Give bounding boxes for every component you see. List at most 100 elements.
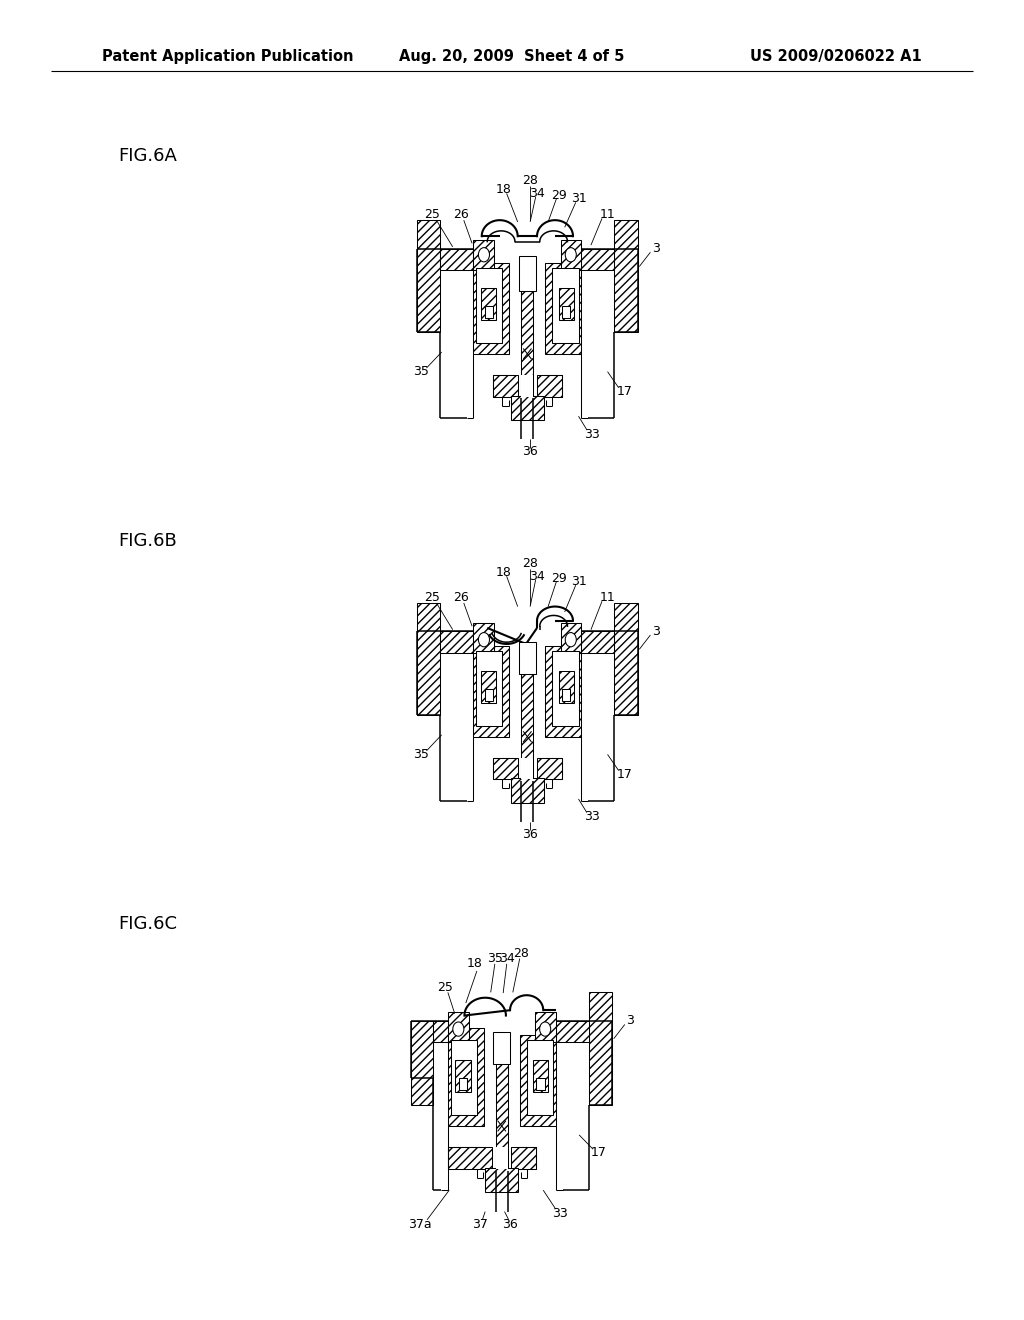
Text: 33: 33 bbox=[585, 428, 600, 441]
Bar bbox=[459, 1078, 467, 1090]
Bar bbox=[614, 603, 638, 715]
Bar bbox=[451, 1040, 477, 1115]
Bar bbox=[546, 645, 582, 737]
Bar bbox=[494, 1032, 510, 1064]
Bar bbox=[589, 993, 612, 1105]
Bar bbox=[535, 1012, 556, 1043]
Text: 3: 3 bbox=[652, 242, 659, 255]
Text: 17: 17 bbox=[616, 384, 632, 397]
Bar bbox=[440, 631, 473, 653]
Text: US 2009/0206022 A1: US 2009/0206022 A1 bbox=[750, 49, 922, 65]
Text: 29: 29 bbox=[551, 572, 567, 585]
Bar bbox=[537, 375, 562, 396]
Text: 36: 36 bbox=[522, 828, 538, 841]
Bar bbox=[552, 268, 579, 343]
Circle shape bbox=[565, 632, 577, 647]
Text: FIG.6C: FIG.6C bbox=[118, 915, 177, 933]
Text: 11: 11 bbox=[600, 209, 615, 222]
Text: 25: 25 bbox=[424, 591, 440, 605]
Bar bbox=[520, 1035, 556, 1126]
Bar bbox=[473, 240, 495, 271]
Text: 3: 3 bbox=[652, 624, 659, 638]
Text: Aug. 20, 2009  Sheet 4 of 5: Aug. 20, 2009 Sheet 4 of 5 bbox=[399, 49, 625, 65]
Bar bbox=[511, 396, 544, 420]
Circle shape bbox=[478, 632, 489, 647]
Bar bbox=[582, 248, 614, 271]
Text: 29: 29 bbox=[551, 189, 567, 202]
Text: 35: 35 bbox=[413, 366, 429, 378]
Text: Patent Application Publication: Patent Application Publication bbox=[102, 49, 354, 65]
Text: 34: 34 bbox=[500, 952, 515, 965]
Bar bbox=[614, 220, 638, 333]
Text: 25: 25 bbox=[437, 981, 453, 994]
Bar bbox=[447, 1028, 483, 1126]
Bar bbox=[485, 1168, 518, 1192]
Bar bbox=[537, 1078, 545, 1090]
Bar bbox=[560, 240, 582, 271]
Bar bbox=[534, 1060, 548, 1092]
Bar bbox=[556, 1020, 589, 1043]
Text: 33: 33 bbox=[552, 1206, 567, 1220]
Bar bbox=[526, 1040, 553, 1115]
Bar bbox=[511, 779, 544, 803]
Text: 26: 26 bbox=[454, 209, 469, 222]
Bar bbox=[521, 288, 534, 399]
Text: 31: 31 bbox=[570, 576, 587, 589]
Bar bbox=[473, 645, 509, 737]
Bar bbox=[476, 268, 503, 343]
Bar bbox=[473, 263, 509, 354]
Circle shape bbox=[540, 1022, 551, 1036]
Text: 3: 3 bbox=[627, 1014, 634, 1027]
Bar bbox=[496, 1060, 508, 1171]
Bar bbox=[484, 306, 493, 318]
Bar bbox=[440, 248, 473, 271]
Bar bbox=[493, 375, 518, 396]
Bar bbox=[432, 1020, 447, 1043]
Text: 37a: 37a bbox=[409, 1217, 432, 1230]
Text: 18: 18 bbox=[496, 566, 512, 579]
Bar bbox=[519, 256, 536, 292]
Text: 17: 17 bbox=[616, 767, 632, 780]
Bar bbox=[411, 1020, 432, 1105]
Text: 25: 25 bbox=[424, 209, 440, 222]
Text: 18: 18 bbox=[466, 957, 482, 970]
Bar bbox=[519, 642, 536, 675]
Circle shape bbox=[565, 248, 577, 261]
Text: FIG.6B: FIG.6B bbox=[118, 532, 176, 550]
Bar bbox=[493, 758, 518, 779]
Bar bbox=[496, 1147, 508, 1168]
Bar bbox=[582, 631, 614, 653]
Bar bbox=[546, 263, 582, 354]
Bar bbox=[511, 1147, 537, 1168]
Bar bbox=[562, 306, 570, 318]
Text: 28: 28 bbox=[513, 946, 529, 960]
Bar bbox=[417, 603, 440, 715]
Bar bbox=[447, 1147, 493, 1168]
Circle shape bbox=[478, 248, 489, 261]
Text: FIG.6A: FIG.6A bbox=[118, 147, 176, 165]
Bar bbox=[447, 1012, 469, 1043]
Bar bbox=[417, 220, 440, 333]
Text: 34: 34 bbox=[529, 570, 545, 582]
Bar bbox=[562, 689, 570, 701]
Text: 28: 28 bbox=[522, 557, 538, 570]
Text: 34: 34 bbox=[529, 187, 545, 199]
Bar bbox=[521, 758, 534, 779]
Text: 36: 36 bbox=[522, 445, 538, 458]
Bar bbox=[473, 623, 495, 653]
Text: 18: 18 bbox=[496, 183, 512, 197]
Text: 35: 35 bbox=[486, 952, 503, 965]
Bar bbox=[537, 758, 562, 779]
Bar bbox=[521, 375, 534, 396]
Bar bbox=[456, 1060, 470, 1092]
Bar bbox=[521, 671, 534, 781]
Text: 33: 33 bbox=[585, 810, 600, 824]
Bar bbox=[481, 671, 496, 702]
Circle shape bbox=[453, 1022, 464, 1036]
Text: 17: 17 bbox=[591, 1146, 606, 1159]
Text: 26: 26 bbox=[454, 591, 469, 605]
Bar bbox=[481, 288, 496, 319]
Bar bbox=[476, 651, 503, 726]
Bar bbox=[552, 651, 579, 726]
Text: 37: 37 bbox=[472, 1217, 487, 1230]
